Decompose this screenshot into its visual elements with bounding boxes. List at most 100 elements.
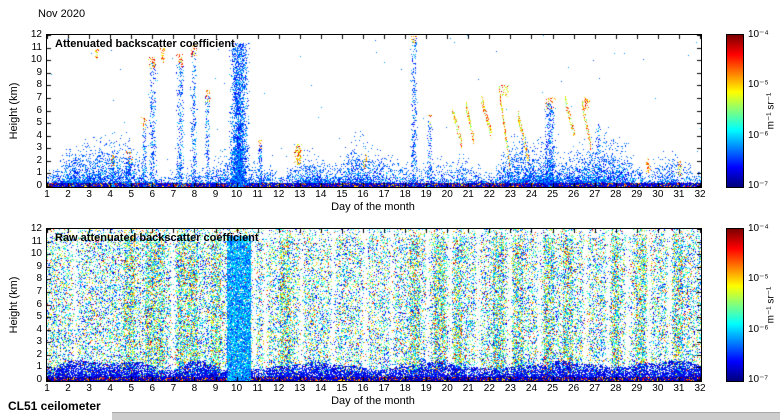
x-tick-label: 16 bbox=[357, 189, 369, 200]
y-tick-label: 11 bbox=[31, 235, 42, 247]
colorbar-tick-label: 10⁻⁷ bbox=[748, 374, 769, 385]
y-tick-label: 7 bbox=[36, 91, 42, 103]
x-tick-label: 32 bbox=[694, 383, 706, 394]
x-tick-label: 17 bbox=[378, 383, 390, 394]
y-tick-label: 11 bbox=[31, 41, 42, 53]
x-tick-label: 22 bbox=[483, 383, 495, 394]
figure-date-label: Nov 2020 bbox=[38, 8, 86, 20]
y-tick-label: 6 bbox=[36, 298, 42, 310]
x-tick-label: 8 bbox=[191, 383, 198, 394]
x-tick-label: 15 bbox=[336, 383, 348, 394]
x-tick-label: 3 bbox=[86, 383, 92, 394]
x-tick-label: 20 bbox=[441, 189, 453, 200]
x-tick-label: 23 bbox=[504, 189, 516, 200]
attenuated-backscatter-plot: Attenuated backscatter coefficient bbox=[46, 34, 702, 188]
y-tick-label: 9 bbox=[36, 66, 42, 78]
instrument-label: CL51 ceilometer bbox=[8, 399, 101, 413]
horizontal-scrollbar[interactable] bbox=[112, 412, 780, 420]
y-tick-label: 0 bbox=[36, 374, 42, 385]
y-tick-label: 12 bbox=[30, 223, 42, 234]
x-tick-label: 18 bbox=[399, 383, 411, 394]
y-tick-label: 10 bbox=[30, 54, 42, 66]
colorbar-gradient-top bbox=[727, 35, 743, 187]
x-tick-label: 15 bbox=[336, 189, 348, 200]
colorbar-top bbox=[726, 34, 744, 188]
x-tick-label: 27 bbox=[589, 189, 601, 200]
x-tick-label: 6 bbox=[149, 383, 156, 394]
y-tick-label: 7 bbox=[36, 285, 42, 297]
x-axis-label-top: Day of the month bbox=[331, 201, 415, 213]
colorbar-tick-label: 10⁻⁶ bbox=[748, 129, 769, 141]
x-tick-label: 14 bbox=[315, 189, 327, 200]
x-tick-label: 10 bbox=[231, 189, 243, 200]
y-tick-label: 9 bbox=[36, 260, 42, 272]
y-tick-label: 2 bbox=[36, 154, 42, 166]
x-tick-label: 21 bbox=[462, 383, 474, 394]
y-tick-label: 5 bbox=[36, 311, 42, 323]
x-tick-label: 25 bbox=[546, 189, 559, 200]
x-tick-label: 4 bbox=[107, 383, 113, 394]
x-tick-label: 9 bbox=[212, 189, 219, 200]
y-tick-label: 1 bbox=[36, 361, 42, 373]
colorbar-unit-bottom: m⁻¹ sr⁻¹ bbox=[765, 286, 777, 324]
y-tick-label: 0 bbox=[36, 180, 42, 191]
x-tick-label: 23 bbox=[504, 383, 516, 394]
x-tick-label: 5 bbox=[128, 189, 135, 200]
x-tick-label: 7 bbox=[170, 383, 177, 394]
x-tick-label: 21 bbox=[462, 189, 474, 200]
x-tick-label: 13 bbox=[294, 383, 306, 394]
x-tick-label: 11 bbox=[252, 383, 263, 394]
x-tick-label: 24 bbox=[525, 189, 538, 200]
x-tick-label: 31 bbox=[673, 383, 685, 394]
x-tick-label: 29 bbox=[631, 189, 643, 200]
colorbar-unit-top: m⁻¹ sr⁻¹ bbox=[765, 92, 777, 130]
y-tick-label: 8 bbox=[36, 273, 42, 285]
x-tick-label: 8 bbox=[191, 189, 198, 200]
colorbar-gradient-bottom bbox=[727, 229, 743, 381]
x-tick-label: 9 bbox=[212, 383, 219, 394]
x-tick-label: 20 bbox=[441, 383, 453, 394]
x-tick-label: 27 bbox=[589, 383, 601, 394]
attenuated-backscatter-heatmap bbox=[47, 35, 701, 187]
x-tick-label: 22 bbox=[483, 189, 495, 200]
colorbar-tick-label: 10⁻⁵ bbox=[748, 273, 769, 285]
x-tick-label: 11 bbox=[252, 189, 263, 200]
x-tick-label: 12 bbox=[273, 189, 285, 200]
x-tick-label: 4 bbox=[107, 189, 113, 200]
plot-title-attenuated: Attenuated backscatter coefficient bbox=[55, 38, 235, 50]
colorbar-tick-label: 10⁻⁴ bbox=[748, 29, 769, 40]
x-tick-label: 7 bbox=[170, 189, 177, 200]
y-tick-label: 1 bbox=[36, 167, 42, 179]
x-tick-label: 18 bbox=[399, 189, 411, 200]
x-axis-label-bottom: Day of the month bbox=[331, 395, 415, 407]
y-tick-label: 4 bbox=[36, 129, 42, 141]
y-tick-label: 2 bbox=[36, 348, 42, 360]
y-axis-label-top: Height (km) bbox=[8, 82, 20, 140]
x-tick-label: 6 bbox=[149, 189, 156, 200]
x-tick-label: 24 bbox=[525, 383, 538, 394]
x-tick-label: 10 bbox=[231, 383, 243, 394]
x-tick-label: 5 bbox=[128, 383, 135, 394]
colorbar-tick-label: 10⁻⁵ bbox=[748, 79, 769, 91]
x-tick-label: 17 bbox=[378, 189, 390, 200]
x-tick-label: 1 bbox=[44, 383, 50, 394]
x-tick-label: 19 bbox=[420, 189, 432, 200]
x-tick-label: 25 bbox=[546, 383, 559, 394]
x-tick-label: 30 bbox=[652, 189, 664, 200]
plot-title-raw: Raw attenuated backscatter coefficient bbox=[55, 232, 259, 244]
x-tick-label: 28 bbox=[610, 383, 622, 394]
x-tick-label: 2 bbox=[65, 189, 71, 200]
colorbar-tick-label: 10⁻⁷ bbox=[748, 180, 769, 191]
colorbar-bottom bbox=[726, 228, 744, 382]
x-tick-label: 16 bbox=[357, 383, 369, 394]
y-axis-label-bottom: Height (km) bbox=[8, 276, 20, 334]
x-tick-label: 3 bbox=[86, 189, 92, 200]
x-tick-label: 32 bbox=[694, 189, 706, 200]
x-tick-label: 14 bbox=[315, 383, 327, 394]
x-tick-label: 13 bbox=[294, 189, 306, 200]
x-tick-label: 1 bbox=[44, 189, 50, 200]
y-tick-label: 3 bbox=[36, 142, 42, 154]
y-tick-label: 12 bbox=[30, 29, 42, 40]
x-tick-label: 29 bbox=[631, 383, 643, 394]
